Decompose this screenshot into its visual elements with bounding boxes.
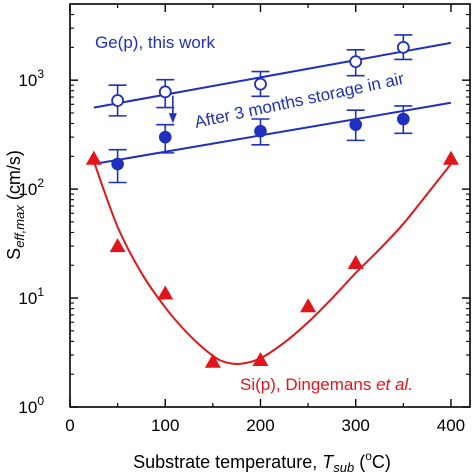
si-point — [347, 254, 364, 269]
plot-area — [85, 34, 459, 368]
si-point — [85, 150, 102, 165]
si-point — [252, 352, 269, 367]
y-tick-label: 103 — [18, 67, 44, 90]
si-point — [157, 285, 174, 300]
si-label: Si(p), Dingemans et al. — [240, 375, 413, 394]
x-tick-label: 200 — [246, 416, 274, 435]
y-tick-label: 102 — [18, 176, 44, 199]
x-tick-label: 400 — [437, 416, 465, 435]
ge-stored-point — [111, 157, 124, 171]
ge-fresh-point — [254, 77, 267, 91]
storage-label: After 3 months storage in air — [193, 69, 406, 132]
si-point — [442, 150, 459, 165]
ge-fresh-point — [158, 85, 172, 99]
y-tick-label: 101 — [18, 285, 44, 308]
ge-fresh-fit-line — [93, 41, 452, 109]
y-tick-label: 100 — [18, 394, 44, 417]
si-fit-line — [92, 160, 452, 366]
ge-stored-point — [254, 124, 267, 138]
x-tick-label: 300 — [342, 416, 370, 435]
si-point — [109, 238, 126, 253]
ge-fresh-point — [111, 94, 125, 107]
ge-label: Ge(p), this work — [95, 33, 215, 52]
x-axis: 0 100 200 300 400 — [65, 4, 465, 435]
storage-arrow-head — [168, 113, 177, 124]
ge-stored-fit-line — [93, 101, 452, 165]
ge-fresh-point — [349, 55, 363, 69]
plot-frame — [69, 3, 471, 408]
ge-fresh-point — [396, 40, 410, 54]
si-point — [204, 353, 221, 368]
ge-stored-point — [397, 112, 410, 126]
ge-stored-point — [158, 130, 172, 144]
x-tick-label: 100 — [151, 416, 179, 435]
si-point — [300, 298, 317, 313]
x-axis-label: Substrate temperature, Tsub (oC) — [133, 449, 391, 474]
ge-stored-point — [349, 118, 363, 132]
x-tick-label: 0 — [65, 416, 74, 435]
y-axis-label: Seff,max (cm/s) — [4, 150, 27, 260]
y-axis: 100 101 102 103 — [18, 3, 470, 417]
